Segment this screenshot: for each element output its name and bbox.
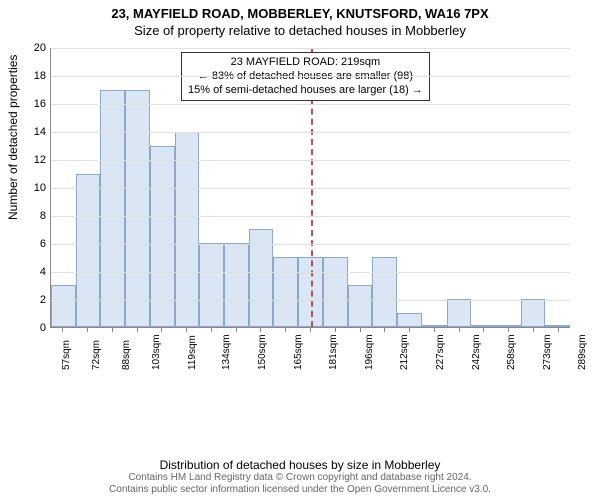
histogram-bar <box>521 299 546 327</box>
x-axis-label: Distribution of detached houses by size … <box>0 458 600 472</box>
gridline <box>51 188 570 189</box>
gridline <box>51 300 570 301</box>
x-tick-mark <box>260 328 261 332</box>
annotation-line1: 23 MAYFIELD ROAD: 219sqm <box>188 56 423 70</box>
y-tick: 8 <box>40 210 46 222</box>
y-tick: 2 <box>40 294 46 306</box>
histogram-bar <box>471 325 496 327</box>
y-tick: 0 <box>40 322 46 334</box>
histogram-bar <box>348 285 373 327</box>
histogram-bar <box>224 243 249 327</box>
x-tick-mark <box>483 328 484 332</box>
histogram-bar <box>51 285 76 327</box>
gridline <box>51 48 570 49</box>
x-tick-mark <box>285 328 286 332</box>
x-tick-mark <box>533 328 534 332</box>
histogram-bar <box>273 257 298 327</box>
x-tick-mark <box>236 328 237 332</box>
x-tick-mark <box>137 328 138 332</box>
histogram-bar <box>496 325 521 327</box>
x-tick-mark <box>335 328 336 332</box>
y-tick: 10 <box>34 182 46 194</box>
histogram-bar <box>545 325 570 327</box>
gridline <box>51 76 570 77</box>
gridline <box>51 216 570 217</box>
x-tick: 289sqm <box>577 334 600 370</box>
gridline <box>51 104 570 105</box>
x-tick-mark <box>186 328 187 332</box>
histogram-bar <box>397 313 422 327</box>
gridline <box>51 272 570 273</box>
x-tick-mark <box>161 328 162 332</box>
histogram-bar <box>199 243 224 327</box>
gridline <box>51 132 570 133</box>
x-tick-mark <box>459 328 460 332</box>
y-tick: 12 <box>34 154 46 166</box>
x-tick-mark <box>211 328 212 332</box>
page-title: 23, MAYFIELD ROAD, MOBBERLEY, KNUTSFORD,… <box>0 0 600 21</box>
x-tick-labels: 57sqm72sqm88sqm103sqm119sqm134sqm150sqm1… <box>50 330 570 390</box>
y-tick: 14 <box>34 126 46 138</box>
y-tick: 16 <box>34 98 46 110</box>
y-tick: 4 <box>40 266 46 278</box>
footer-line1: Contains HM Land Registry data © Crown c… <box>0 472 600 484</box>
chart-area: 23 MAYFIELD ROAD: 219sqm ← 83% of detach… <box>50 48 570 398</box>
histogram-bar <box>76 174 101 327</box>
histogram-bar <box>447 299 472 327</box>
x-tick-mark <box>558 328 559 332</box>
x-tick-mark <box>87 328 88 332</box>
y-tick: 6 <box>40 238 46 250</box>
y-tick: 20 <box>34 42 46 54</box>
histogram-bar <box>125 90 150 327</box>
x-tick-mark <box>508 328 509 332</box>
footer-line2: Contains public sector information licen… <box>0 484 600 496</box>
x-tick-mark <box>409 328 410 332</box>
x-tick-mark <box>384 328 385 332</box>
footer: Contains HM Land Registry data © Crown c… <box>0 472 600 496</box>
histogram-bar <box>100 90 125 327</box>
x-tick-mark <box>434 328 435 332</box>
y-axis-label: Number of detached properties <box>6 55 20 220</box>
page-subtitle: Size of property relative to detached ho… <box>0 21 600 38</box>
gridline <box>51 160 570 161</box>
y-tick: 18 <box>34 70 46 82</box>
histogram-bar <box>422 325 447 327</box>
gridline <box>51 244 570 245</box>
x-tick-mark <box>360 328 361 332</box>
x-tick-mark <box>112 328 113 332</box>
histogram-bar <box>372 257 397 327</box>
histogram-bar <box>323 257 348 327</box>
plot-region: 23 MAYFIELD ROAD: 219sqm ← 83% of detach… <box>50 48 570 328</box>
x-tick-mark <box>310 328 311 332</box>
x-tick-mark <box>62 328 63 332</box>
annotation-line3: 15% of semi-detached houses are larger (… <box>188 84 423 98</box>
